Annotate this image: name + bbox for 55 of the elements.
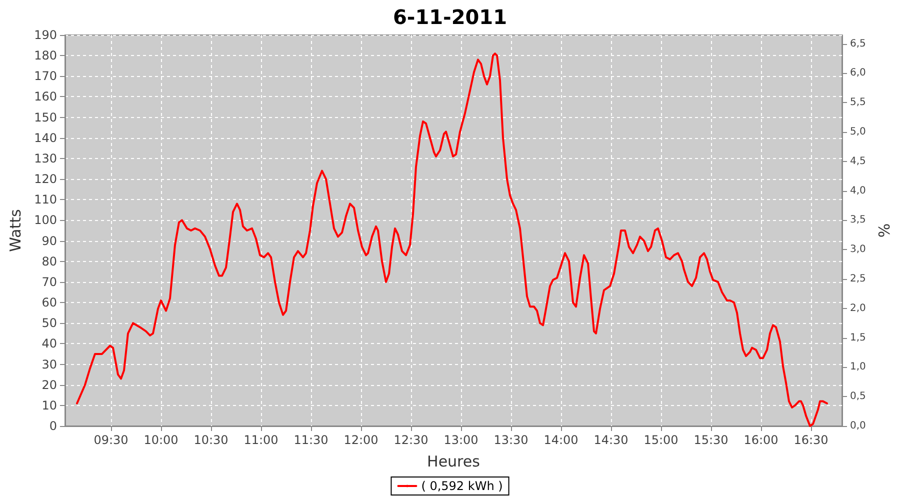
y-tick-label: 110: [34, 192, 57, 207]
x-tick-label: 09:30: [94, 433, 128, 447]
x-tick-label: 15:30: [694, 433, 728, 447]
y-tick-label: 50: [42, 316, 57, 330]
y-tick-label: 40: [42, 336, 57, 351]
y-tick-label: 90: [42, 234, 57, 248]
x-tick-label: 13:30: [494, 433, 528, 447]
x-tick-label: 15:00: [644, 433, 678, 447]
y-tick-label: 160: [34, 90, 57, 104]
y2-tick-label: 4,5: [850, 156, 866, 167]
line-series: [76, 52, 828, 427]
y-tick-label: 60: [42, 296, 57, 310]
y2-tick-label: 4,0: [850, 185, 866, 196]
y2-axis-title: %: [875, 223, 894, 238]
x-tick-label: 10:00: [144, 433, 178, 447]
y-axis-title: Watts: [6, 209, 25, 252]
x-tick-label: 14:30: [594, 433, 628, 447]
y2-tick-label: 2,0: [850, 302, 866, 314]
y-tick-label: 10: [42, 398, 57, 412]
y2-tick-label: 3,5: [850, 214, 866, 226]
x-tick-label: 12:30: [394, 433, 428, 447]
y-tick-label: 170: [34, 69, 57, 84]
x-tick-label: 10:30: [194, 433, 228, 447]
x-tick-label: 16:30: [794, 433, 828, 447]
y2-tick-label: 6,0: [850, 68, 866, 79]
x-tick-label: 12:00: [344, 433, 378, 447]
y-tick-label: 140: [34, 130, 57, 145]
chart-title: 6-11-2011: [392, 5, 508, 29]
y2-tick-label: 0,0: [850, 420, 866, 432]
x-tick-label: 13:00: [444, 433, 478, 447]
y-tick-label: 190: [34, 28, 57, 42]
y2-tick-label: 5,0: [850, 126, 866, 138]
y2-tick-label: 5,5: [850, 97, 866, 108]
y-tick-label: 150: [34, 110, 57, 124]
x-tick-label: 16:00: [744, 433, 778, 447]
y-tick-label: 80: [42, 254, 57, 268]
y-tick-label: 30: [42, 357, 57, 372]
y2-tick-label: 1,0: [850, 362, 866, 373]
legend-label: ( 0,592 kWh ): [421, 479, 503, 493]
y2-tick-label: 1,5: [850, 332, 866, 344]
y-tick-label: 70: [42, 274, 57, 289]
x-tick-label: 11:30: [294, 433, 328, 447]
y-tick-label: 120: [34, 172, 57, 186]
x-axis-title: Heures: [427, 452, 480, 470]
y-tick-label: 180: [34, 48, 57, 63]
y-tick-label: 0: [49, 419, 57, 433]
y2-tick-label: 3,0: [850, 244, 866, 256]
x-tick-label: 11:00: [244, 433, 278, 447]
y2-tick-label: 6,5: [850, 38, 866, 50]
y-tick-label: 100: [34, 213, 57, 228]
y2-tick-label: 2,5: [850, 274, 866, 285]
x-tick-label: 14:00: [544, 433, 578, 447]
y-tick-label: 130: [34, 151, 57, 166]
y2-tick-label: 0,5: [850, 391, 866, 402]
y-tick-label: 20: [42, 378, 57, 392]
